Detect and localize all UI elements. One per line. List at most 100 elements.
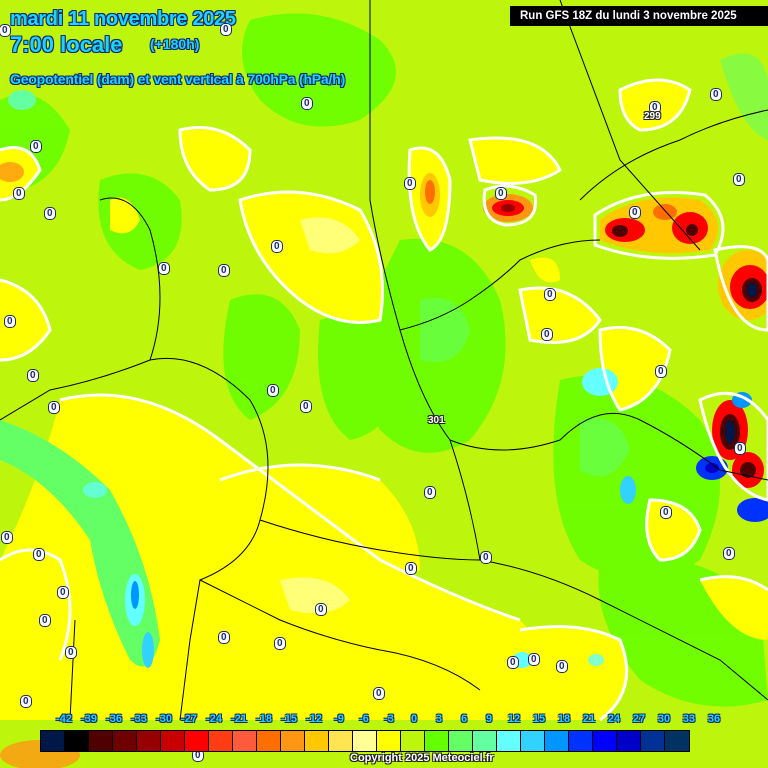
- colorbar-tick: -18: [256, 713, 272, 725]
- colorbar-cell: [41, 731, 65, 751]
- colorbar-tick: 9: [485, 713, 493, 725]
- colorbar-cell: [113, 731, 137, 751]
- colorbar-cell: [617, 731, 641, 751]
- colorbar-tick: -12: [306, 713, 322, 725]
- zero-contour-label: 0: [33, 548, 45, 561]
- colorbar-cell: [665, 731, 689, 751]
- zero-contour-label: 0: [373, 687, 385, 700]
- zero-contour-label: 0: [4, 315, 16, 328]
- zero-contours: [0, 78, 768, 722]
- colorbar-tick: 3: [435, 713, 443, 725]
- zero-contour-label: 0: [220, 23, 232, 36]
- zero-contour-label: 0: [57, 586, 69, 599]
- zero-contour-label: 0: [660, 506, 672, 519]
- colorbar-tick: -3: [384, 713, 394, 725]
- colorbar-cell: [569, 731, 593, 751]
- colorbar-tick: -42: [56, 713, 72, 725]
- zero-contour-label: 0: [1, 531, 13, 544]
- colorbar-cell: [257, 731, 281, 751]
- zero-contour-label: 0: [0, 24, 11, 37]
- zero-contour-label: 0: [20, 695, 32, 708]
- colorbar-cell: [449, 731, 473, 751]
- colorbar-tick: -36: [106, 713, 122, 725]
- colorbar-cell: [161, 731, 185, 751]
- pale-yellow-fields: [280, 217, 360, 614]
- zero-contour-label: 0: [44, 207, 56, 220]
- colorbar-tick: -24: [206, 713, 222, 725]
- colorbar-cell: [521, 731, 545, 751]
- zero-contour-label: 0: [301, 97, 313, 110]
- colorbar-cell: [425, 731, 449, 751]
- geopotential-label: 301: [428, 415, 445, 426]
- colorbar-tick: 12: [507, 713, 521, 725]
- colorbar-tick: 30: [657, 713, 671, 725]
- colorbar-cell: [401, 731, 425, 751]
- colorbar-tick: 21: [582, 713, 596, 725]
- colorbar-cell: [593, 731, 617, 751]
- zero-contour-label: 0: [507, 656, 519, 669]
- zero-contour-label: 0: [271, 240, 283, 253]
- zero-contour-label: 0: [65, 646, 77, 659]
- negative-vv-cells: [0, 162, 768, 768]
- forecast-date: mardi 11 novembre 2025: [10, 8, 236, 30]
- colorbar-tick: -30: [156, 713, 172, 725]
- colorbar-cell: [185, 731, 209, 751]
- colorbar-tick: 18: [557, 713, 571, 725]
- zero-contour-label: 0: [480, 551, 492, 564]
- colorbar-tick: -15: [281, 713, 297, 725]
- colorbar-tick: -33: [131, 713, 147, 725]
- colorbar-tick: 0: [410, 713, 418, 725]
- colorbar-cell: [89, 731, 113, 751]
- zero-contour-label: 0: [30, 140, 42, 153]
- zero-contour-label: 0: [315, 603, 327, 616]
- colorbar-tick: -6: [359, 713, 369, 725]
- zero-contour-label: 0: [218, 264, 230, 277]
- zero-contour-label: 0: [48, 401, 60, 414]
- model-run-info: Run GFS 18Z du lundi 3 novembre 2025: [510, 6, 768, 26]
- colorbar-cell: [305, 731, 329, 751]
- zero-contour-label: 0: [405, 562, 417, 575]
- forecast-time: 7:00 locale: [10, 32, 123, 57]
- zero-contour-label: 0: [556, 660, 568, 673]
- colorbar: [40, 730, 690, 752]
- zero-contour-label: 0: [218, 631, 230, 644]
- zero-contour-label: 0: [544, 288, 556, 301]
- colorbar-tick: 15: [532, 713, 546, 725]
- zero-contour-label: 0: [300, 400, 312, 413]
- zero-contour-label: 0: [528, 653, 540, 666]
- zero-contour-label: 0: [733, 173, 745, 186]
- light-green-fields: [420, 53, 768, 477]
- geopotential-label-2: 299: [644, 111, 661, 122]
- zero-contour-label: 0: [655, 365, 667, 378]
- colorbar-tick-labels: -42 -39 -36 -33 -30 -27 -24 -21 -18 -15 -12 -9 -6 -3 0…: [40, 713, 720, 729]
- colorbar-cell: [137, 731, 161, 751]
- green-fields: [0, 13, 768, 707]
- colorbar-cell: [209, 731, 233, 751]
- zero-contour-label: 0: [267, 384, 279, 397]
- zero-contour-label: 0: [649, 101, 661, 114]
- colorbar-tick: -27: [181, 713, 197, 725]
- colorbar-cell: [353, 731, 377, 751]
- forecast-lead-time: (+180h): [150, 36, 200, 52]
- zero-contour-label: 0: [629, 206, 641, 219]
- colorbar-tick: 36: [707, 713, 721, 725]
- copyright: Copyright 2025 Meteociel.fr: [350, 752, 494, 764]
- map-subtitle: Geopotentiel (dam) et vent vertical à 70…: [10, 71, 346, 87]
- colorbar-tick: -39: [81, 713, 97, 725]
- colorbar-cell: [233, 731, 257, 751]
- colorbar-tick: 24: [607, 713, 621, 725]
- colorbar-cell: [473, 731, 497, 751]
- colorbar-cell: [65, 731, 89, 751]
- country-borders: [0, 0, 768, 721]
- zero-contour-label: 0: [710, 88, 722, 101]
- zero-contour-label: 0: [13, 187, 25, 200]
- zero-contour-label: 0: [158, 262, 170, 275]
- zero-contour-label: 0: [404, 177, 416, 190]
- colorbar-tick: -9: [334, 713, 344, 725]
- colorbar-tick: -21: [231, 713, 247, 725]
- colorbar-cell: [497, 731, 521, 751]
- zero-contour-label: 0: [734, 442, 746, 455]
- zero-contour-label: 0: [27, 369, 39, 382]
- colorbar-tick: 33: [682, 713, 696, 725]
